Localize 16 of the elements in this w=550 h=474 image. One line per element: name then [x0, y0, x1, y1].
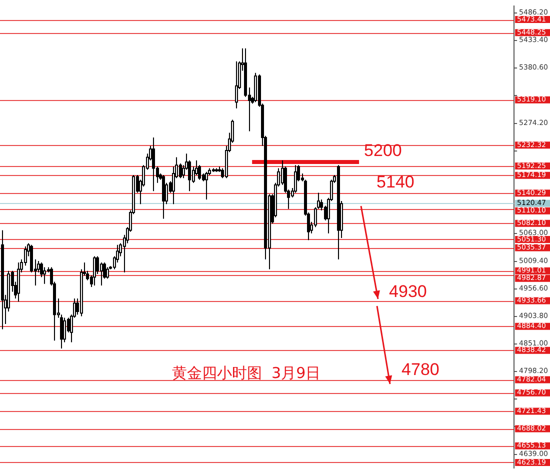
candlestick [205, 171, 208, 200]
annotation: 黄金四小时图 3月9日 [172, 364, 321, 382]
annotation: 4930 [389, 282, 427, 301]
candlestick [162, 174, 165, 220]
candlestick [43, 266, 46, 284]
annotation: 5140 [376, 172, 414, 192]
candlestick [1, 230, 4, 330]
annotation: 5200 [364, 141, 402, 160]
candlestick [337, 164, 340, 260]
candlestick [294, 164, 297, 194]
candlestick [93, 256, 96, 286]
candlestick [152, 136, 155, 192]
annotation: 4780 [402, 360, 440, 379]
candlestick [244, 48, 247, 98]
candlestick [17, 262, 20, 302]
candlestick [235, 60, 238, 109]
